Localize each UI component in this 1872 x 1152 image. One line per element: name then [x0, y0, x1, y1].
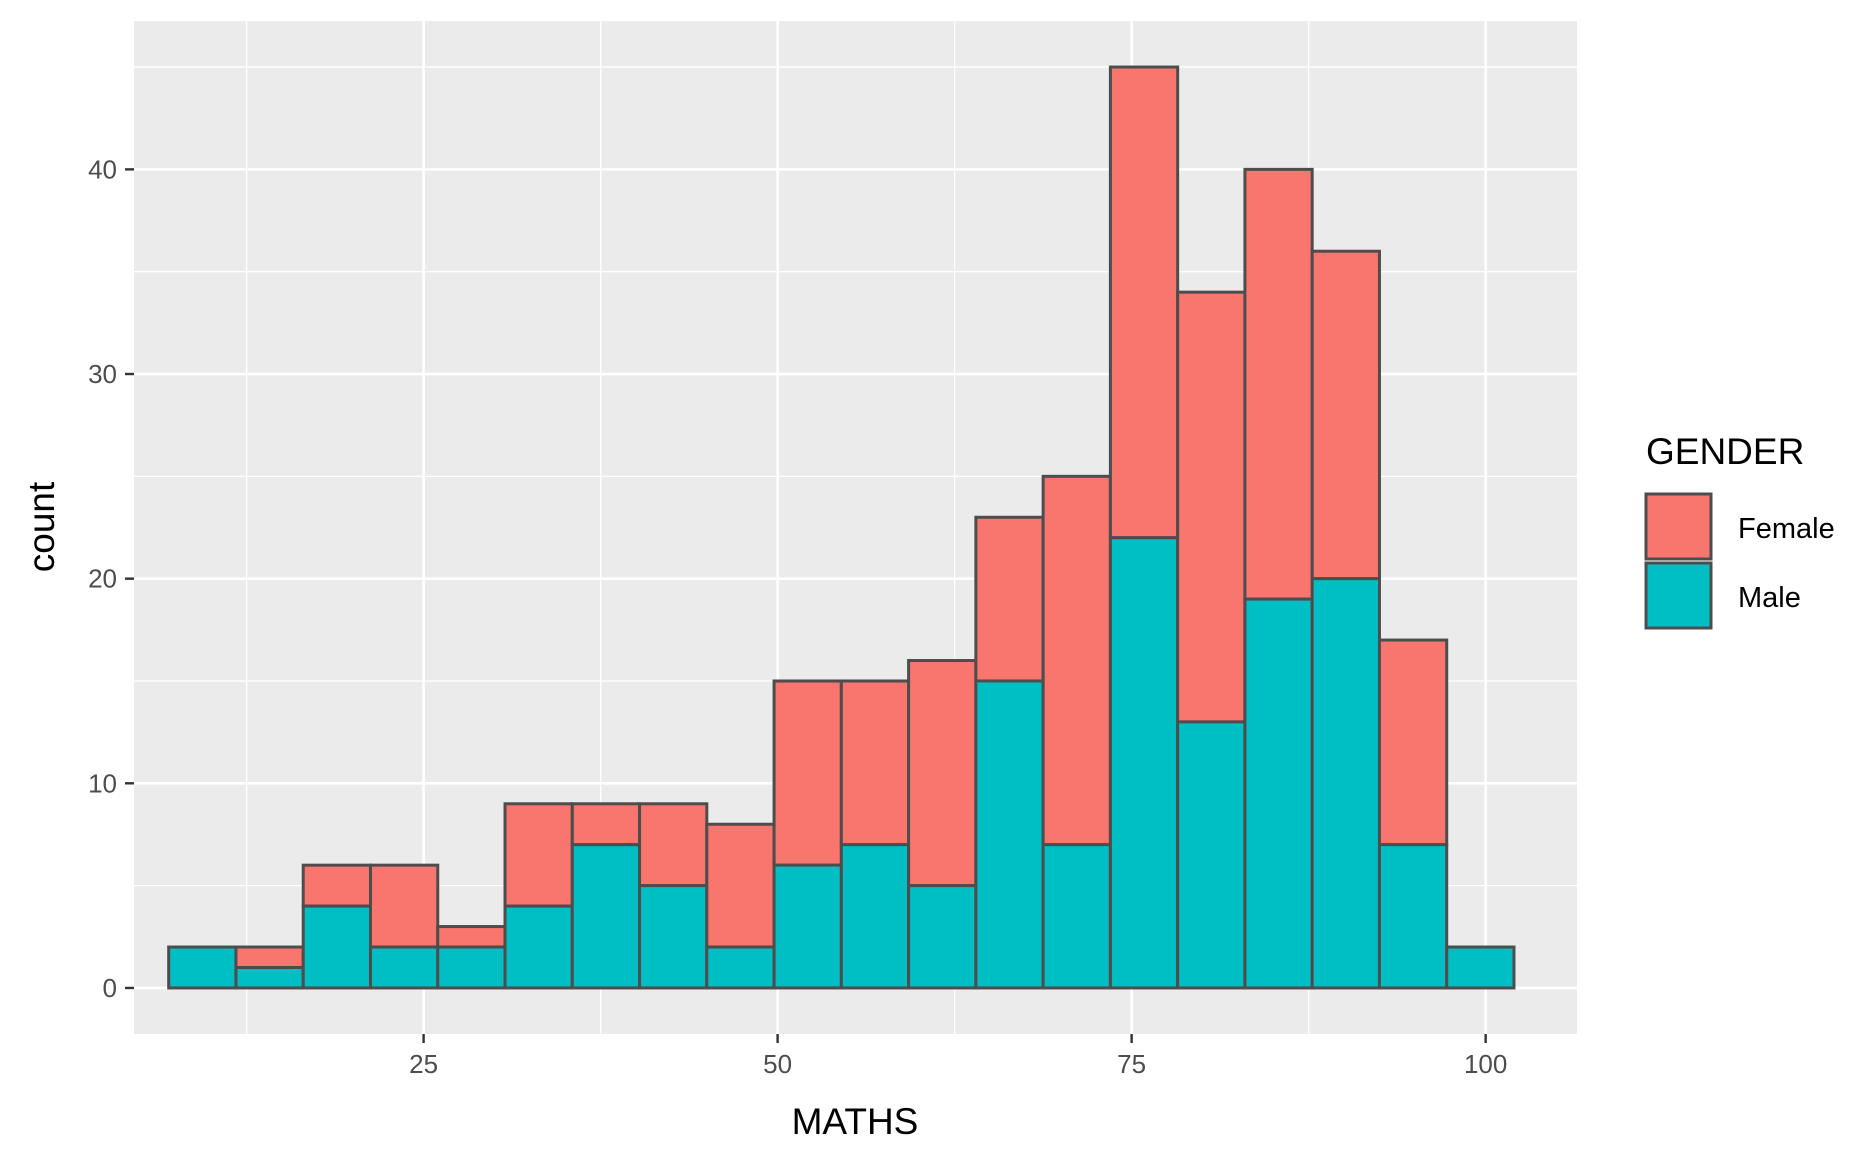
bar-male: [772, 863, 843, 990]
bar-male: [907, 884, 978, 990]
bar-male: [1310, 577, 1381, 990]
legend-key-male: [1644, 561, 1713, 630]
bar-female: [705, 822, 776, 949]
bar-male: [705, 945, 776, 990]
legend-label-female: Female: [1738, 513, 1835, 545]
bar-female: [1243, 167, 1314, 601]
x-tick-label: 50: [763, 1049, 792, 1079]
y-tick-label: 10: [88, 768, 117, 798]
bar-male: [570, 843, 642, 990]
x-tick-label: 100: [1464, 1049, 1507, 1079]
x-axis: 25 50 75 100: [409, 1034, 1507, 1079]
bar-female: [907, 659, 978, 888]
bar-female: [638, 802, 709, 888]
bar-female: [368, 863, 440, 949]
y-tick-label: 40: [88, 154, 117, 184]
legend-label-male: Male: [1738, 582, 1801, 614]
y-tick-label: 20: [88, 564, 117, 594]
x-tick-label: 25: [409, 1049, 438, 1079]
legend-title: GENDER: [1646, 431, 1804, 472]
bar-male: [974, 679, 1045, 990]
bar-male: [167, 945, 238, 990]
bar-male: [503, 904, 574, 990]
bar-male: [234, 965, 305, 990]
bar-male: [638, 884, 709, 990]
bar-female: [1176, 290, 1247, 724]
bar-male: [1445, 945, 1516, 990]
bar-male: [368, 945, 440, 990]
legend: GENDER Female Male: [1644, 431, 1835, 630]
histogram-bars: [167, 65, 1516, 990]
x-tick-label: 75: [1117, 1049, 1146, 1079]
bar-male: [1176, 720, 1247, 990]
bar-female: [772, 679, 843, 867]
bar-male: [1108, 536, 1180, 990]
bar-female: [1108, 65, 1180, 540]
bar-male: [1377, 843, 1449, 990]
bar-female: [503, 802, 574, 908]
bar-female: [1041, 474, 1112, 847]
x-axis-title: MATHS: [792, 1101, 919, 1142]
bar-female: [234, 945, 305, 969]
bar-female: [1377, 638, 1449, 847]
y-axis: 0 10 20 30 40: [88, 154, 134, 1003]
bar-male: [839, 843, 911, 990]
bar-female: [436, 925, 507, 949]
bar-female: [974, 515, 1045, 683]
legend-key-female: [1644, 492, 1713, 561]
bar-male: [1243, 597, 1314, 990]
bar-female: [570, 802, 642, 847]
bar-female: [301, 863, 372, 908]
y-tick-label: 0: [103, 973, 117, 1003]
bar-male: [301, 904, 372, 990]
bar-male: [1041, 843, 1112, 990]
bar-female: [1310, 249, 1381, 581]
bar-female: [839, 679, 911, 847]
bar-male: [436, 945, 507, 990]
y-tick-label: 30: [88, 359, 117, 389]
y-axis-title: count: [21, 481, 62, 572]
